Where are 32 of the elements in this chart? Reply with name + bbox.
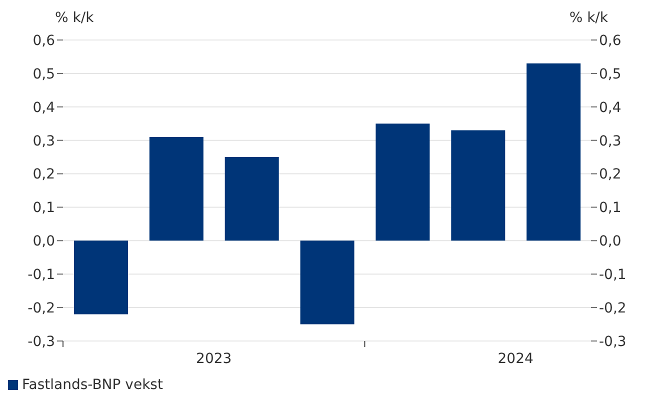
y2-tick-label: -0,2	[599, 300, 626, 317]
y-tick-label: 0,4	[32, 100, 56, 116]
y2-tick-label: 0,1	[599, 200, 622, 216]
y2-tick-label: 0,4	[599, 100, 622, 116]
bar	[224, 157, 279, 241]
y2-tick-label: 0,2	[599, 166, 622, 183]
x-tick-label: 2023	[196, 351, 232, 367]
bar	[376, 124, 430, 241]
y2-tick-label: 0,5	[599, 66, 622, 82]
y-tick-label: 0,3	[32, 133, 55, 150]
y-axis-title: % k/k	[55, 10, 94, 26]
y2-tick-label: 0,6	[599, 32, 622, 49]
y-tick-label: 0,2	[32, 166, 55, 183]
y-tick-label: 0,5	[32, 66, 55, 82]
y2-axis-title: % k/k	[569, 10, 608, 26]
y2-tick-label: -0,1	[599, 267, 626, 284]
y-tick-label: -0,3	[28, 334, 55, 350]
y-tick-label: 0,0	[32, 234, 55, 250]
bar	[300, 240, 354, 324]
y-tick-label: 0,1	[32, 200, 55, 216]
y2-tick-label: -0,3	[599, 334, 626, 350]
y2-tick-label: 0,0	[599, 234, 622, 250]
y-tick-label: 0,6	[32, 32, 56, 49]
bar	[526, 63, 581, 241]
y-tick-label: -0,2	[28, 300, 55, 317]
x-tick-label: 2024	[498, 351, 534, 367]
y-tick-label: -0,1	[28, 267, 55, 284]
legend-label: Fastlands-BNP vekst	[22, 377, 163, 393]
bar	[149, 136, 204, 241]
bar	[74, 240, 128, 314]
bar	[451, 130, 506, 241]
y2-tick-label: 0,3	[599, 133, 622, 150]
